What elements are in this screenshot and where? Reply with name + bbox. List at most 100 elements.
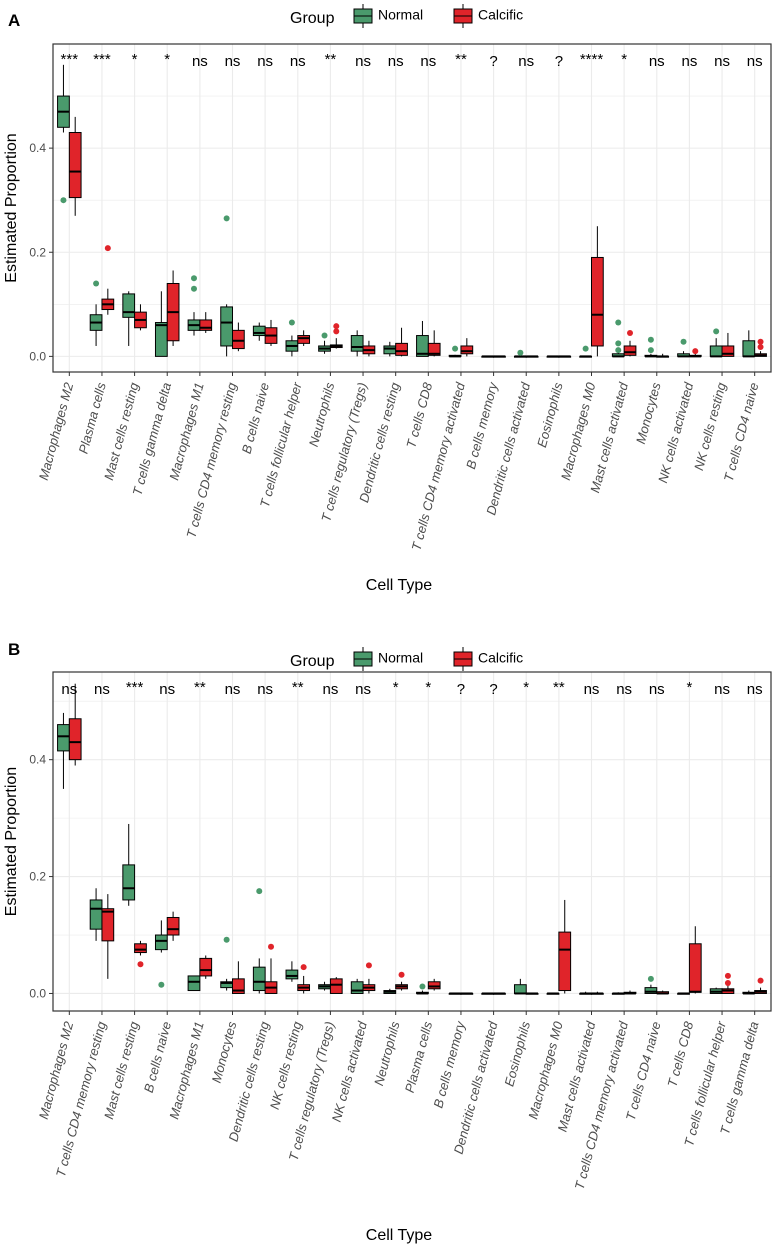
outlier-point: [627, 329, 634, 336]
box-body: [122, 293, 136, 318]
outlier-point: [647, 975, 654, 982]
x-tick-label: Macrophages M0: [558, 380, 599, 482]
box-normal-8: [318, 332, 331, 354]
box-normal-11: [416, 983, 429, 995]
x-tick-label: Monocytes: [633, 380, 664, 445]
plot-border: [52, 43, 772, 373]
box-body: [644, 987, 658, 994]
significance-label: ns: [355, 53, 371, 70]
box-body: [199, 957, 213, 977]
x-tick-label: T cells CD4 naive: [721, 381, 762, 483]
y-axis-title: Estimated Proportion: [3, 133, 20, 282]
box-normal-2: [122, 823, 136, 906]
box-calcific-7: [297, 330, 311, 346]
y-tick-label: 0.2: [29, 870, 46, 884]
box-calcific-13: [493, 355, 506, 358]
box-calcific-18: [656, 353, 670, 358]
box-calcific-14: [525, 992, 539, 995]
significance-label: ns: [420, 53, 436, 70]
box-calcific-2: [134, 940, 147, 968]
box-body: [383, 345, 397, 355]
significance-label: ns: [225, 681, 241, 698]
box-body: [232, 329, 245, 350]
box-body: [199, 319, 213, 331]
box-calcific-17: [623, 329, 637, 357]
box-body: [232, 978, 245, 994]
outlier-point: [647, 347, 654, 354]
box-body: [558, 931, 572, 992]
significance-label: ns: [714, 53, 730, 70]
box-normal-18: [644, 975, 658, 994]
significance-label: ***: [61, 51, 79, 68]
y-axis-title: Estimated Proportion: [3, 767, 20, 916]
box-calcific-21: [754, 338, 767, 357]
series-calcific: [68, 116, 767, 358]
outlier-point: [757, 344, 764, 351]
outlier-point: [615, 347, 622, 354]
box-calcific-11: [427, 330, 441, 357]
outlier-point: [452, 345, 459, 352]
x-tick-label: Monocytes: [209, 1019, 240, 1084]
significance-label: ?: [489, 681, 497, 698]
significance-label: ns: [192, 53, 208, 70]
outlier-point: [333, 328, 340, 335]
significance-label: *: [425, 679, 431, 696]
box-calcific-0: [68, 116, 82, 216]
box-calcific-21: [754, 977, 767, 994]
box-body: [154, 322, 168, 357]
outlier-point: [190, 275, 197, 282]
outlier-point: [398, 971, 405, 978]
y-tick-label: 0.4: [29, 141, 46, 155]
x-tick-label: Mast cells resting: [101, 1019, 142, 1121]
box-body: [285, 969, 299, 980]
outlier-point: [93, 280, 100, 287]
box-normal-13: [481, 992, 495, 995]
box-normal-17: [611, 319, 625, 358]
box-body: [623, 345, 637, 356]
box-calcific-2: [134, 304, 147, 331]
box-calcific-12: [460, 338, 474, 357]
x-tick-label: Eosinophils: [534, 380, 566, 449]
panel-letter: A: [8, 11, 20, 30]
legend-label-normal: Normal: [378, 7, 423, 23]
significance-label: *: [686, 679, 692, 696]
box-normal-7: [285, 319, 299, 357]
outlier-point: [300, 964, 307, 971]
significance-label: ***: [93, 51, 111, 68]
outlier-point: [757, 977, 764, 984]
significance-label: ***: [126, 679, 144, 696]
box-normal-15: [546, 992, 560, 995]
box-body: [742, 340, 756, 357]
y-tick-label: 0.0: [29, 986, 46, 1000]
x-tick-label: T cells CD8: [403, 380, 435, 450]
outlier-point: [692, 348, 699, 355]
series-calcific: [68, 683, 767, 995]
significance-label: ns: [322, 681, 338, 698]
box-calcific-6: [264, 319, 278, 346]
significance-label: ns: [257, 53, 273, 70]
significance-label: ns: [649, 681, 665, 698]
outlier-point: [137, 961, 144, 968]
significance-label: ns: [747, 681, 763, 698]
significance-label: ?: [457, 681, 465, 698]
box-body: [154, 934, 168, 951]
significance-label: **: [455, 51, 467, 68]
legend-title: Group: [290, 10, 335, 27]
y-tick-label: 0.0: [29, 349, 46, 363]
box-body: [513, 984, 527, 994]
box-body: [427, 981, 441, 990]
significance-label: ns: [355, 681, 371, 698]
box-normal-3: [154, 920, 168, 988]
box-body: [460, 345, 474, 355]
box-body: [68, 718, 82, 761]
outlier-point: [615, 340, 622, 347]
outlier-point: [419, 983, 426, 990]
box-calcific-15: [558, 899, 572, 994]
box-calcific-16: [591, 991, 604, 995]
series-normal: [57, 64, 756, 358]
box-body: [297, 335, 311, 344]
box-calcific-7: [297, 964, 311, 994]
box-body: [427, 342, 441, 356]
box-body: [350, 981, 364, 994]
